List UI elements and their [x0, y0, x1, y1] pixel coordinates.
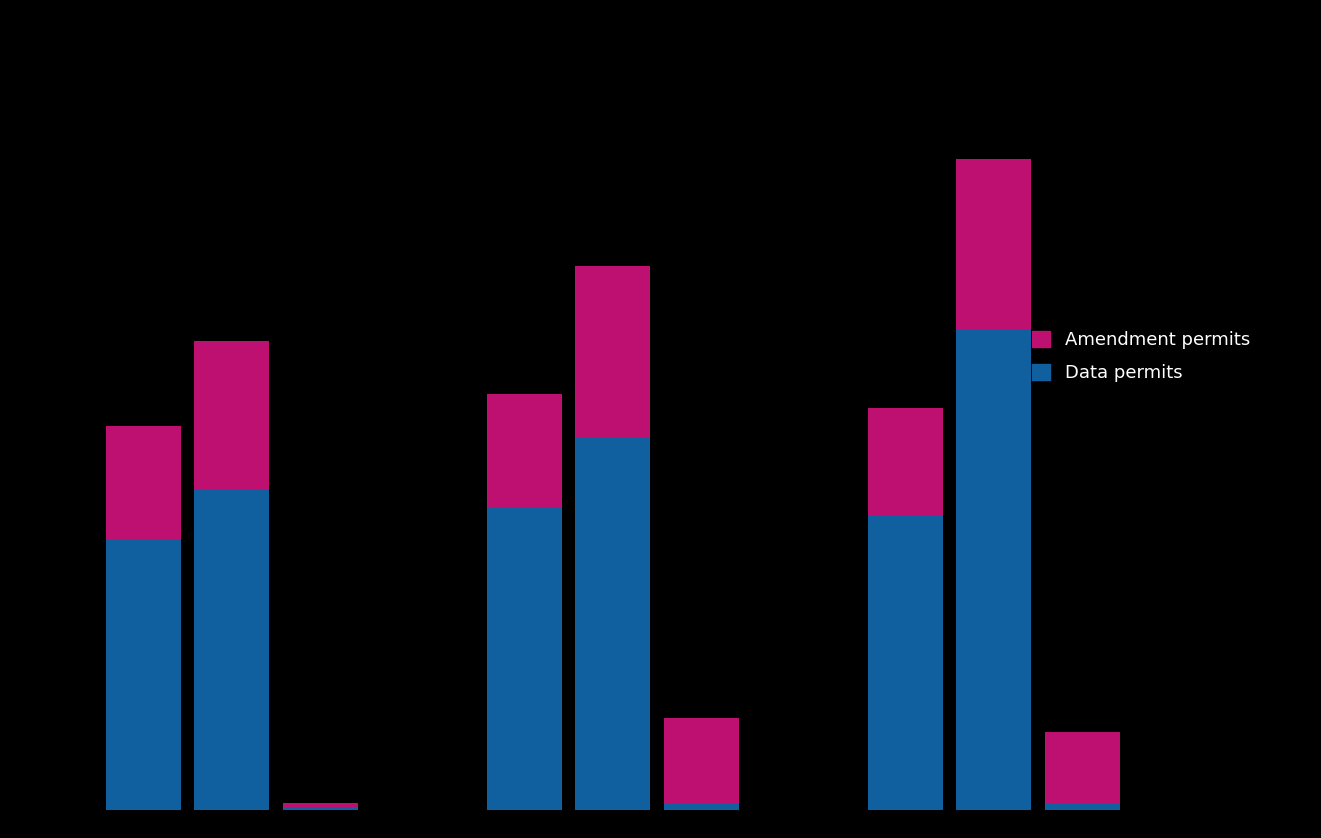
- Bar: [956, 330, 1032, 810]
- Bar: [106, 540, 181, 810]
- Bar: [664, 718, 738, 803]
- Bar: [487, 508, 561, 810]
- Bar: [283, 803, 358, 807]
- Bar: [576, 437, 650, 810]
- Bar: [194, 490, 269, 810]
- Bar: [956, 159, 1032, 330]
- Bar: [106, 426, 181, 540]
- Bar: [868, 408, 943, 515]
- Bar: [487, 394, 561, 508]
- Bar: [664, 803, 738, 810]
- Bar: [194, 341, 269, 490]
- Bar: [868, 515, 943, 810]
- Bar: [283, 807, 358, 810]
- Bar: [576, 266, 650, 437]
- Bar: [1045, 803, 1120, 810]
- Bar: [1045, 732, 1120, 803]
- Legend: Amendment permits, Data permits: Amendment permits, Data permits: [1022, 322, 1259, 391]
